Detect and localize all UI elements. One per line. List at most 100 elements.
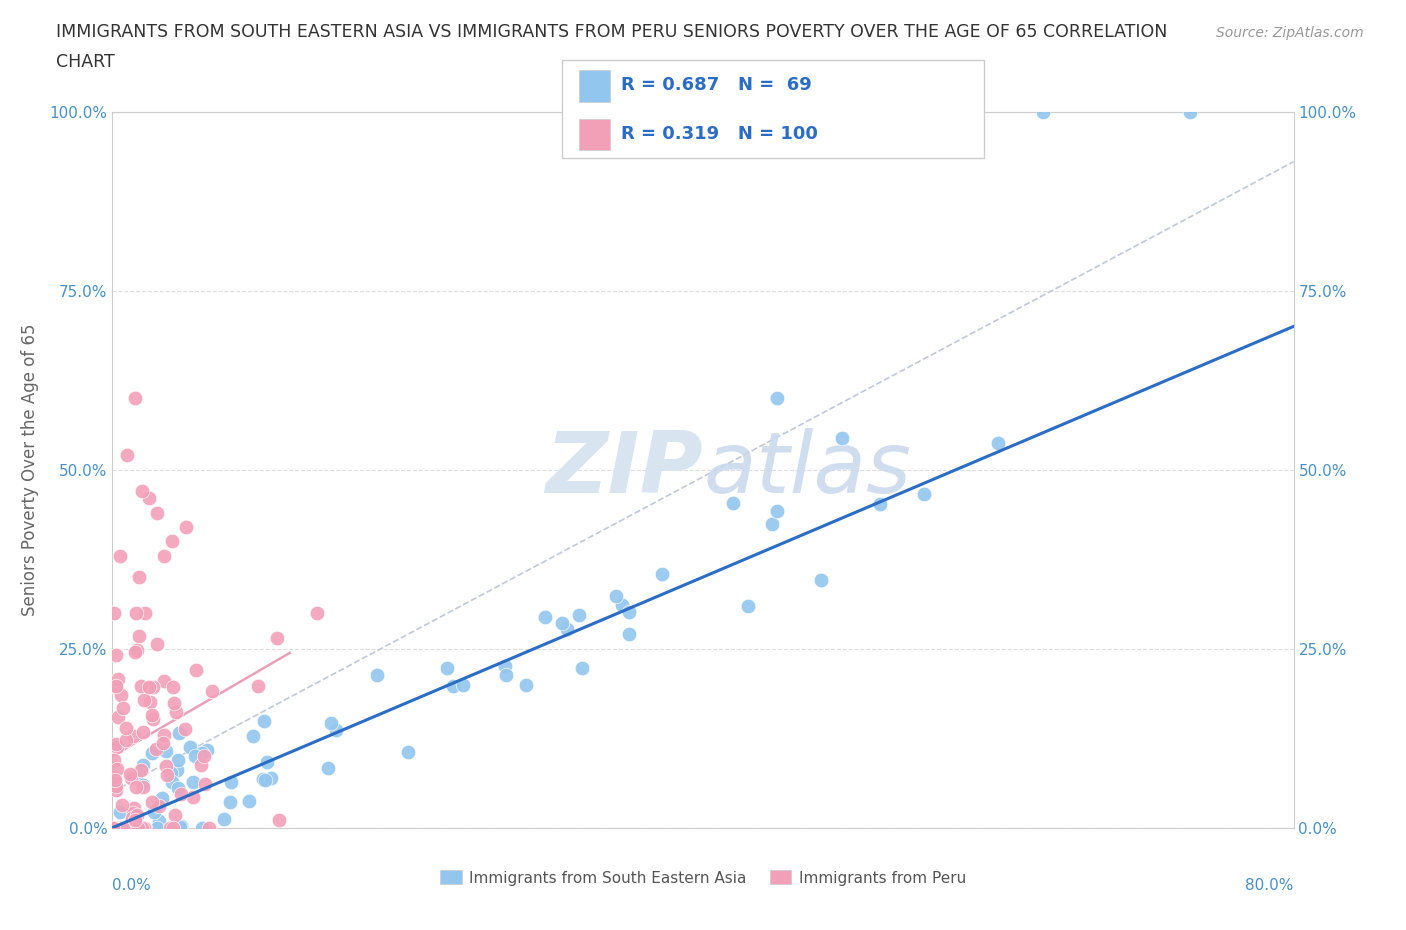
Point <box>107 671 129 686</box>
Point <box>256 754 278 769</box>
Point <box>131 820 153 835</box>
Point <box>153 548 176 563</box>
Point <box>167 752 190 767</box>
Point <box>869 497 891 512</box>
Text: R = 0.319   N = 100: R = 0.319 N = 100 <box>621 125 818 142</box>
Point <box>568 607 591 622</box>
Text: 80.0%: 80.0% <box>1246 878 1294 893</box>
Point <box>165 704 187 719</box>
Point <box>555 622 578 637</box>
Point <box>108 820 131 835</box>
Point <box>142 711 165 726</box>
Point <box>159 820 181 835</box>
Point <box>128 569 150 585</box>
Point <box>987 436 1010 451</box>
Point <box>651 566 673 581</box>
Point <box>167 780 190 795</box>
Point <box>103 820 125 835</box>
Point <box>112 820 135 835</box>
Point <box>810 572 832 587</box>
Point <box>125 779 148 794</box>
Point <box>174 520 197 535</box>
Point <box>142 680 165 695</box>
Point <box>146 505 169 520</box>
Point <box>108 820 131 835</box>
Point <box>141 794 163 809</box>
Point <box>103 769 125 784</box>
Point <box>145 741 167 756</box>
Point <box>194 777 217 791</box>
Point <box>162 679 184 694</box>
Point <box>122 820 145 835</box>
Point <box>169 818 191 833</box>
Point <box>121 728 143 743</box>
Point <box>181 775 204 790</box>
Point <box>132 820 155 835</box>
Point <box>307 605 329 620</box>
Point <box>132 724 155 739</box>
Point <box>246 679 269 694</box>
Point <box>105 679 128 694</box>
Point <box>131 763 153 777</box>
Point <box>134 605 156 620</box>
Point <box>111 820 134 835</box>
Point <box>253 773 276 788</box>
Point <box>242 728 264 743</box>
Text: ZIP: ZIP <box>546 428 703 512</box>
Point <box>163 696 186 711</box>
Point <box>451 678 474 693</box>
Legend: Immigrants from South Eastern Asia, Immigrants from Peru: Immigrants from South Eastern Asia, Immi… <box>434 864 972 892</box>
Point <box>441 679 464 694</box>
Point <box>1032 104 1054 119</box>
Point <box>117 820 139 835</box>
Point <box>103 820 125 835</box>
Point <box>125 808 148 823</box>
Point <box>169 819 191 834</box>
Point <box>198 820 221 835</box>
Point <box>184 749 207 764</box>
Point <box>118 767 141 782</box>
Point <box>107 710 129 724</box>
Point <box>914 486 936 501</box>
Text: atlas: atlas <box>703 428 911 512</box>
Point <box>148 814 170 829</box>
Point <box>124 820 146 835</box>
Point <box>605 589 627 604</box>
Point <box>201 684 224 698</box>
Point <box>191 746 214 761</box>
Point <box>105 820 128 835</box>
Point <box>550 616 572 631</box>
Point <box>138 680 160 695</box>
Point <box>121 811 143 826</box>
Point <box>219 794 242 809</box>
Point <box>515 678 537 693</box>
Point <box>195 742 218 757</box>
Point <box>115 732 138 747</box>
Point <box>321 715 343 730</box>
Point <box>134 820 156 835</box>
Point <box>150 790 173 805</box>
Point <box>104 772 127 787</box>
Point <box>494 658 516 673</box>
Point <box>152 727 174 742</box>
Point <box>179 740 201 755</box>
Point <box>160 765 183 780</box>
Point <box>252 772 274 787</box>
Point <box>266 631 288 645</box>
Point <box>159 820 181 835</box>
Point <box>117 448 138 463</box>
Point <box>128 629 150 644</box>
Text: CHART: CHART <box>56 53 115 71</box>
Point <box>156 767 179 782</box>
Point <box>212 812 235 827</box>
Text: R = 0.687   N =  69: R = 0.687 N = 69 <box>621 76 813 94</box>
Point <box>1180 104 1202 119</box>
Point <box>145 820 167 835</box>
Point <box>115 820 138 835</box>
Point <box>260 770 283 785</box>
Point <box>325 723 347 737</box>
Point <box>142 804 165 819</box>
Point <box>160 534 183 549</box>
Point <box>162 820 184 835</box>
Point <box>436 661 458 676</box>
